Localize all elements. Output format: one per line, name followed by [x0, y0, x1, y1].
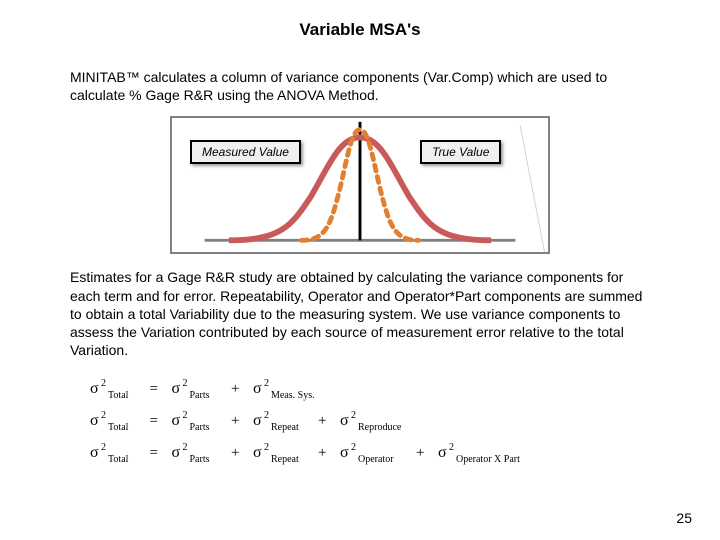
- svg-text:Repeat: Repeat: [271, 454, 299, 465]
- svg-text:σ: σ: [172, 380, 181, 397]
- svg-text:2: 2: [351, 442, 356, 453]
- svg-text:2: 2: [264, 378, 269, 389]
- svg-text:2: 2: [183, 442, 188, 453]
- svg-text:σ: σ: [253, 412, 262, 429]
- svg-text:+: +: [231, 413, 239, 429]
- svg-text:2: 2: [183, 410, 188, 421]
- variance-equations: σ2Total=σ2Parts+σ2Meas. Sys.σ2Total=σ2Pa…: [90, 377, 650, 477]
- svg-text:=: =: [150, 413, 158, 429]
- svg-text:σ: σ: [90, 380, 99, 397]
- svg-text:Operator: Operator: [358, 454, 394, 465]
- svg-text:Repeat: Repeat: [271, 422, 299, 433]
- svg-text:2: 2: [351, 410, 356, 421]
- svg-text:Operator X Part: Operator X Part: [456, 454, 520, 465]
- svg-text:2: 2: [101, 410, 106, 421]
- page-number: 25: [676, 510, 692, 526]
- paragraph-2: Estimates for a Gage R&R study are obtai…: [70, 268, 650, 359]
- svg-text:=: =: [150, 445, 158, 461]
- svg-text:2: 2: [101, 378, 106, 389]
- svg-text:+: +: [318, 445, 326, 461]
- svg-text:σ: σ: [340, 412, 349, 429]
- svg-text:σ: σ: [90, 412, 99, 429]
- svg-text:+: +: [416, 445, 424, 461]
- svg-text:σ: σ: [253, 380, 262, 397]
- svg-text:σ: σ: [340, 444, 349, 461]
- svg-text:Parts: Parts: [190, 454, 210, 465]
- svg-text:Parts: Parts: [190, 390, 210, 401]
- svg-text:=: =: [150, 381, 158, 397]
- svg-text:σ: σ: [253, 444, 262, 461]
- chart-container: Measured Value True Value: [70, 116, 650, 254]
- svg-text:+: +: [231, 381, 239, 397]
- svg-text:σ: σ: [172, 412, 181, 429]
- distribution-chart: [172, 118, 548, 252]
- svg-text:Total: Total: [108, 422, 129, 433]
- svg-text:2: 2: [264, 442, 269, 453]
- true-value-label: True Value: [420, 140, 501, 164]
- svg-text:σ: σ: [438, 444, 447, 461]
- chart-frame: Measured Value True Value: [170, 116, 550, 254]
- svg-text:Parts: Parts: [190, 422, 210, 433]
- page-title: Variable MSA's: [70, 20, 650, 40]
- svg-text:+: +: [318, 413, 326, 429]
- svg-text:2: 2: [449, 442, 454, 453]
- svg-text:+: +: [231, 445, 239, 461]
- svg-text:Total: Total: [108, 390, 129, 401]
- svg-text:2: 2: [183, 378, 188, 389]
- svg-text:2: 2: [101, 442, 106, 453]
- svg-text:Meas. Sys.: Meas. Sys.: [271, 390, 315, 401]
- svg-text:σ: σ: [172, 444, 181, 461]
- measured-value-label: Measured Value: [190, 140, 301, 164]
- svg-text:2: 2: [264, 410, 269, 421]
- svg-text:Total: Total: [108, 454, 129, 465]
- svg-text:σ: σ: [90, 444, 99, 461]
- paragraph-1: MINITAB™ calculates a column of variance…: [70, 68, 650, 104]
- svg-text:Reproduce: Reproduce: [358, 422, 402, 433]
